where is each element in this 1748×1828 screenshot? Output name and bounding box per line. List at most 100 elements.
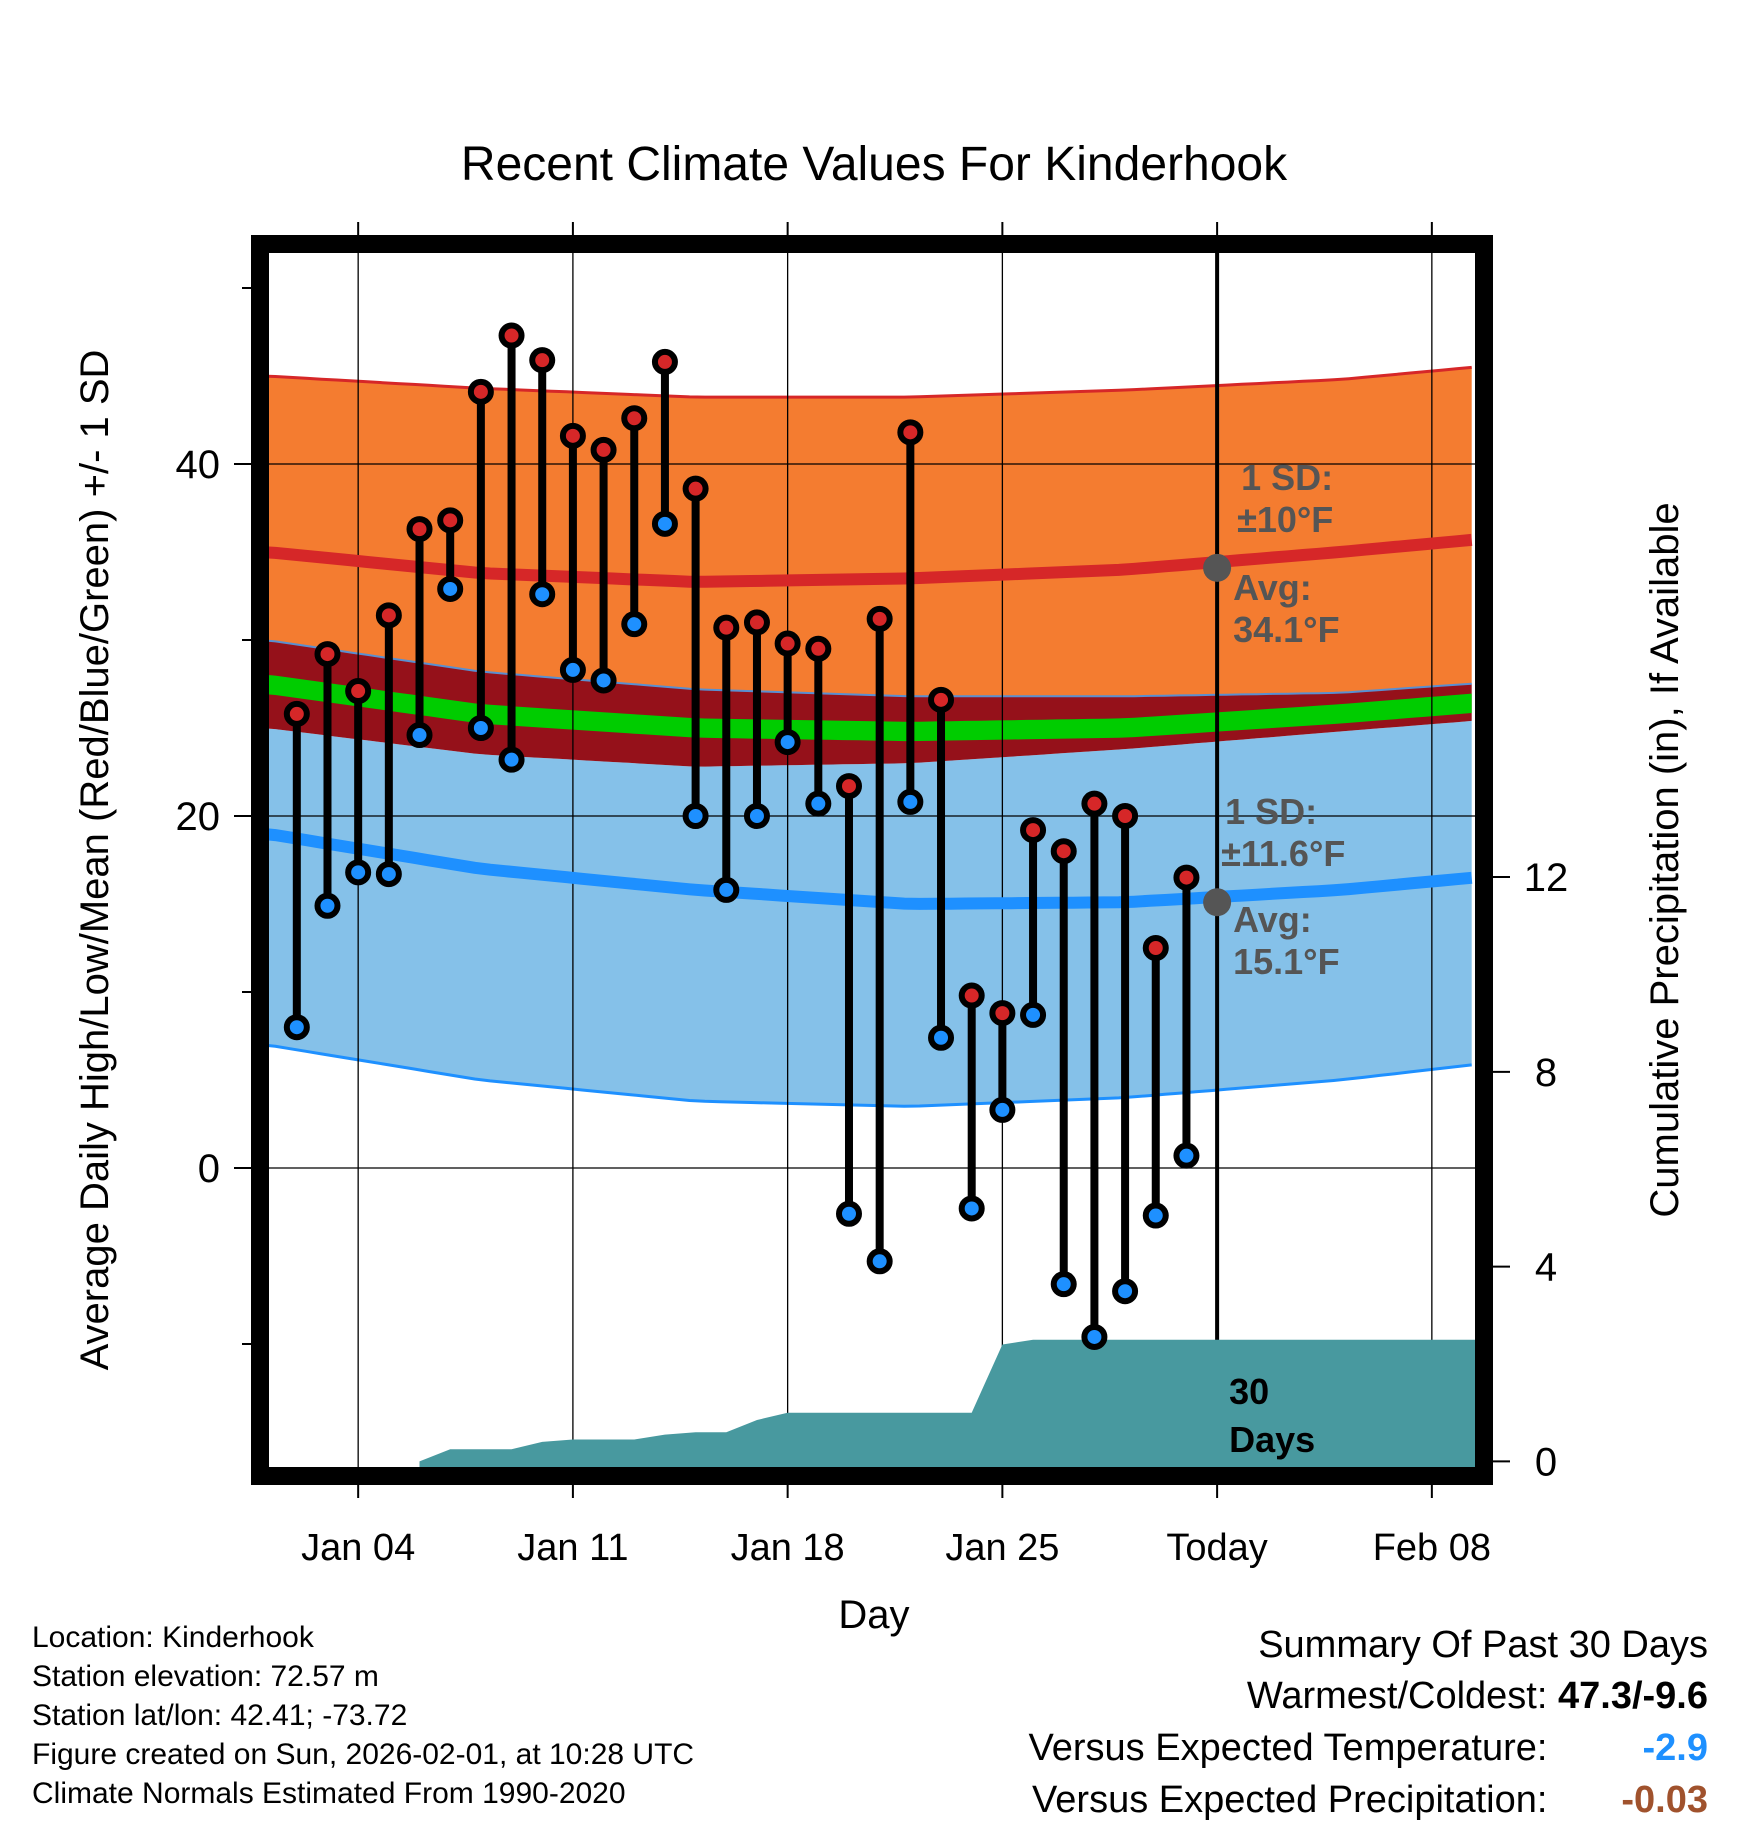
high-sd-value: ±10°F — [1237, 499, 1333, 540]
low-point — [928, 1024, 955, 1051]
high-avg-value: 34.1°F — [1233, 609, 1339, 650]
latlon-text: Station lat/lon: 42.41; -73.72 — [32, 1699, 408, 1732]
low-point — [713, 876, 740, 903]
precip-area — [419, 1339, 1484, 1476]
low-point — [559, 656, 586, 683]
low-point — [1050, 1271, 1077, 1298]
summary-panel: Summary Of Past 30 Days Warmest/Coldest:… — [1029, 1620, 1708, 1826]
low-point — [345, 859, 372, 886]
low-point — [835, 1200, 862, 1227]
low-point — [1112, 1278, 1139, 1305]
elevation-text: Station elevation: 72.57 m — [32, 1660, 379, 1693]
high-point — [314, 641, 341, 668]
low-point — [529, 581, 556, 608]
high-sd-band — [260, 367, 1472, 697]
high-point — [928, 686, 955, 713]
low-point — [989, 1096, 1016, 1123]
x-tick-label: Jan 25 — [945, 1527, 1059, 1569]
low-point — [406, 722, 433, 749]
high-point — [1173, 864, 1200, 891]
y2-tick-label: 12 — [1524, 856, 1569, 900]
high-point — [345, 678, 372, 705]
normals-text: Climate Normals Estimated From 1990-2020 — [32, 1777, 626, 1810]
high-point — [467, 378, 494, 405]
plot-frame — [251, 235, 1493, 1485]
high-point — [1142, 935, 1169, 961]
precip-row: Versus Expected Precipitation: -0.03 — [1029, 1774, 1708, 1826]
low-point — [1142, 1202, 1169, 1229]
temp-row: Versus Expected Temperature: -2.9 — [1029, 1722, 1708, 1774]
high-sd-label: 1 SD: — [1241, 457, 1333, 498]
low-point — [467, 715, 494, 741]
high-point — [682, 475, 709, 502]
low-point — [866, 1248, 893, 1275]
high-point — [529, 347, 556, 374]
precip-label: Versus Expected Precipitation: — [1032, 1779, 1548, 1821]
y2-tick-label: 0 — [1535, 1440, 1557, 1484]
high-point — [651, 348, 678, 375]
period-label-line2: Days — [1229, 1419, 1315, 1460]
low-point — [1173, 1142, 1200, 1169]
low-point — [314, 892, 341, 919]
high-point — [559, 422, 586, 449]
high-point — [498, 322, 525, 349]
low-point — [375, 861, 402, 888]
low-point — [590, 667, 617, 694]
high-avg-label: Avg: — [1233, 567, 1312, 608]
y-tick-label: 40 — [176, 443, 221, 487]
high-point — [1020, 817, 1047, 844]
low-avg-value: 15.1°F — [1233, 941, 1339, 982]
x-tick-label: Jan 04 — [301, 1527, 415, 1569]
high-point — [621, 405, 648, 432]
low-point — [651, 510, 678, 537]
low-point — [621, 611, 648, 638]
temp-label: Versus Expected Temperature: — [1028, 1727, 1548, 1769]
low-point — [437, 575, 464, 602]
temp-value: -2.9 — [1642, 1727, 1708, 1769]
y-tick-label: 0 — [198, 1147, 220, 1191]
high-point — [375, 602, 402, 629]
high-point — [897, 419, 924, 446]
low-minus-sd-line — [259, 1043, 1472, 1108]
daily-range-stems — [292, 335, 1191, 1337]
x-tick-label: Feb 08 — [1373, 1527, 1491, 1569]
low-avg-label: Avg: — [1233, 899, 1312, 940]
low-sd-value: ±11.6°F — [1221, 833, 1345, 874]
normal-average-lines — [259, 533, 1473, 910]
y2-tick-label: 4 — [1535, 1246, 1557, 1290]
x-tick-label: Today — [1166, 1527, 1267, 1569]
warm-cold-value: 47.3/-9.6 — [1558, 1675, 1708, 1717]
low-point — [897, 788, 924, 815]
grid-lines — [260, 244, 1484, 1476]
high-point — [1050, 838, 1077, 865]
low-point — [1020, 1001, 1047, 1028]
warm-cold-row: Warmest/Coldest: 47.3/-9.6 — [1029, 1670, 1708, 1722]
high-avg-line — [259, 533, 1473, 588]
daily-points — [283, 322, 1200, 1350]
high-point — [437, 507, 464, 534]
high-point — [805, 635, 832, 662]
high-point — [743, 609, 770, 636]
precipitation-area — [419, 1339, 1484, 1476]
period-label-line1: 30 — [1229, 1371, 1269, 1412]
high-point — [958, 982, 985, 1009]
low-point — [805, 790, 832, 817]
x-axis-label: Day — [838, 1593, 909, 1637]
low-point — [682, 803, 709, 829]
low-point — [774, 729, 801, 756]
high-point — [989, 1000, 1016, 1027]
warm-cold-label: Warmest/Coldest: — [1246, 1675, 1548, 1717]
x-tick-label: Jan 11 — [517, 1527, 628, 1569]
low-point — [1081, 1323, 1108, 1350]
mean-band — [260, 674, 1472, 742]
precip-value: -0.03 — [1621, 1779, 1708, 1821]
high-plus-sd-line — [259, 365, 1472, 399]
normal-bands — [259, 365, 1472, 1108]
high-point — [713, 614, 740, 641]
y-axis-label: Average Daily High/Low/Mean (Red/Blue/Gr… — [73, 350, 117, 1371]
x-tick-label: Jan 18 — [731, 1527, 845, 1569]
low-avg-marker — [1203, 888, 1232, 917]
station-info: Location: Kinderhook Station elevation: … — [32, 1618, 694, 1813]
high-point — [406, 516, 433, 543]
